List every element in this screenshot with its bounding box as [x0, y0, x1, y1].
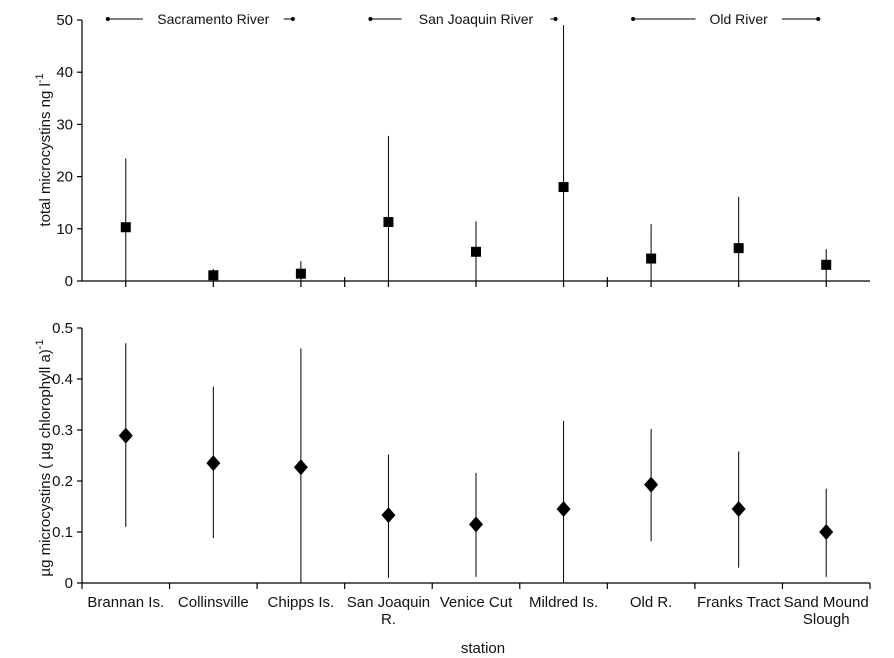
- bottom-y-tick-label: 0.2: [52, 473, 73, 490]
- x-category-label: Sand Mound Slough: [784, 594, 869, 628]
- top-marker-square: [383, 217, 394, 228]
- top-y-tick-label: 30: [56, 116, 73, 133]
- bottom-marker-diamond: [206, 455, 221, 472]
- x-category-label: Franks Tract: [697, 594, 781, 611]
- x-category-label: Brannan Is.: [87, 594, 164, 611]
- top-marker-square: [471, 246, 481, 257]
- x-category-label-line: Mildred Is.: [529, 594, 598, 611]
- bottom-marker-diamond: [469, 516, 483, 533]
- top-y-axis-title-superscript: -1: [34, 73, 46, 83]
- bottom-marker-diamond: [381, 507, 396, 524]
- x-category-label-line: Sand Mound: [784, 594, 869, 611]
- top-y-tick-label: 0: [65, 273, 73, 290]
- river-group-label: San Joaquin River: [419, 11, 534, 27]
- top-marker-square: [558, 182, 569, 193]
- bottom-y-axis-title-superscript: -1: [34, 339, 46, 349]
- river-group-endpoint: [631, 17, 636, 21]
- river-group-endpoint: [290, 17, 295, 21]
- x-category-label-line: Old R.: [630, 594, 673, 611]
- top-y-axis-title: total microcystins ng l-1: [34, 73, 54, 226]
- river-group-endpoint: [816, 17, 821, 21]
- bottom-marker-diamond: [293, 459, 308, 476]
- top-y-tick-label: 10: [56, 221, 73, 238]
- x-category-label: Collinsville: [178, 594, 249, 611]
- bottom-y-tick-label: 0: [65, 575, 73, 592]
- top-marker-square: [733, 243, 744, 254]
- bottom-marker-diamond: [644, 476, 659, 493]
- top-y-axis-title-text: total microcystins ng l: [37, 83, 54, 226]
- x-category-label-line: Franks Tract: [697, 594, 781, 611]
- river-group-label: Old River: [709, 11, 768, 27]
- x-category-label: San Joaquin R.: [347, 594, 430, 628]
- x-axis-title: station: [461, 640, 505, 657]
- top-y-tick-label: 40: [56, 64, 73, 81]
- x-category-label-line: R.: [381, 611, 396, 628]
- bottom-y-axis-title: µg microcystins ( µg chlorophyll a)-1: [34, 339, 54, 576]
- top-marker-square: [646, 253, 657, 264]
- x-category-label: Old R.: [630, 594, 673, 611]
- x-category-label-line: Chipps Is.: [268, 594, 335, 611]
- bottom-y-tick-label: 0.1: [52, 524, 73, 541]
- x-category-label-line: Slough: [803, 611, 850, 628]
- river-group-endpoint: [105, 17, 110, 21]
- bottom-marker-diamond: [118, 427, 133, 444]
- top-panel-total-microcystins: 0 10 20 30 40 50 Sacramento River San Joaquin R…: [56, 11, 870, 290]
- top-marker-square: [821, 259, 832, 270]
- x-category-label: Chipps Is.: [268, 594, 335, 611]
- x-category-label: Mildred Is.: [529, 594, 598, 611]
- x-category-label-line: San Joaquin: [347, 594, 430, 611]
- bottom-marker-diamond: [731, 501, 746, 518]
- bottom-y-tick-label: 0.5: [52, 320, 73, 337]
- river-group-label: Sacramento River: [157, 11, 269, 27]
- river-group-endpoint: [553, 17, 558, 21]
- bottom-marker-diamond: [819, 524, 834, 540]
- bottom-marker-diamond: [556, 501, 571, 518]
- x-category-label: Venice Cut: [440, 594, 513, 611]
- bottom-y-tick-label: 0.3: [52, 422, 73, 439]
- bottom-y-tick-label: 0.4: [52, 371, 73, 388]
- bottom-panel-microcystins-per-chlorophyll: 0 0.1 0.2 0.3 0.4 0.5 Brannan Is. Collinsville C…: [52, 320, 871, 628]
- top-y-tick-label: 20: [56, 169, 73, 186]
- top-y-tick-label: 50: [56, 12, 73, 29]
- x-category-label-line: Brannan Is.: [87, 594, 164, 611]
- bottom-y-axis-title-text: µg microcystins ( µg chlorophyll a): [37, 349, 54, 576]
- river-group-endpoint: [368, 17, 373, 21]
- x-category-label-line: Venice Cut: [440, 594, 513, 611]
- top-marker-square: [295, 268, 306, 279]
- x-category-label-line: Collinsville: [178, 594, 249, 611]
- top-marker-square: [208, 270, 219, 281]
- top-marker-square: [120, 222, 131, 233]
